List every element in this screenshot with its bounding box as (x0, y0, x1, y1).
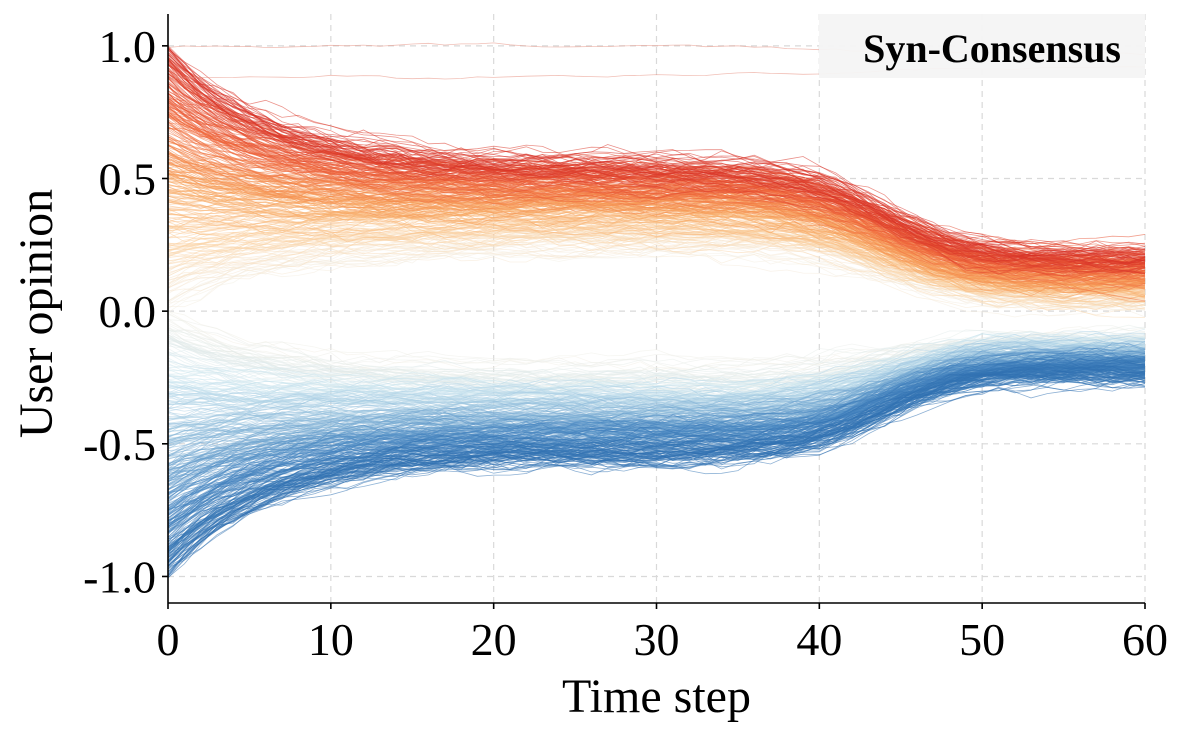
opinion-line (167, 73, 1146, 268)
legend-box: Syn-Consensus (819, 14, 1145, 78)
opinion-line (167, 49, 1146, 268)
tick-labels: 0 10 20 30 40 50 60 1.0 0.5 0.0 -0.5 -1.0 (83, 21, 1168, 665)
x-tick-label: 60 (1122, 614, 1168, 665)
legend-label: Syn-Consensus (863, 26, 1121, 71)
x-tick-label: 20 (471, 614, 517, 665)
opinion-line (167, 229, 1146, 307)
opinion-line (167, 374, 1146, 561)
opinion-line (167, 361, 1146, 568)
opinion-line (167, 47, 1146, 255)
x-axis-title: Time step (562, 670, 751, 723)
legend-background (819, 14, 1145, 78)
opinion-line (167, 49, 1146, 262)
opinion-line (167, 378, 1146, 579)
opinion-line (167, 153, 1146, 287)
y-tick-label: 0.0 (99, 286, 157, 337)
x-tick-label: 50 (959, 614, 1005, 665)
opinion-line (167, 359, 1146, 567)
opinion-line (167, 56, 1146, 274)
x-tick-label: 0 (157, 614, 180, 665)
opinion-line (167, 111, 1146, 281)
opinion-line (167, 368, 1146, 572)
grid-lines (168, 14, 1146, 603)
opinion-line (167, 373, 1146, 578)
opinion-line (167, 372, 1146, 570)
opinion-line (167, 47, 1146, 266)
y-tick-label: -1.0 (83, 551, 156, 602)
opinion-line (167, 46, 1146, 257)
y-tick-label: -0.5 (83, 419, 156, 470)
opinion-line (167, 356, 1146, 556)
opinion-line (167, 159, 1146, 283)
y-tick-label: 0.5 (99, 153, 157, 204)
opinion-line (167, 362, 1146, 574)
opinion-line (167, 376, 1146, 577)
opinion-line (167, 221, 1146, 296)
opinion-line (167, 219, 1146, 298)
opinion-line (167, 373, 1146, 576)
opinion-line (167, 362, 1146, 578)
opinion-line (167, 201, 1146, 299)
opinion-line (167, 353, 1146, 430)
opinion-line (167, 58, 1146, 249)
x-tick-label: 30 (634, 614, 680, 665)
x-tick-label: 40 (796, 614, 842, 665)
opinion-line (167, 366, 1146, 559)
opinion-line (167, 366, 1146, 576)
x-tick-label: 10 (308, 614, 354, 665)
opinion-line (167, 234, 1146, 311)
opinion-line (167, 361, 1145, 554)
opinion-trajectories (167, 42, 1146, 579)
opinion-line (167, 46, 1146, 256)
y-tick-label: 1.0 (99, 21, 157, 72)
opinion-line (167, 48, 1146, 261)
opinion-line (167, 243, 1146, 309)
y-axis-title: User opinion (10, 189, 63, 438)
